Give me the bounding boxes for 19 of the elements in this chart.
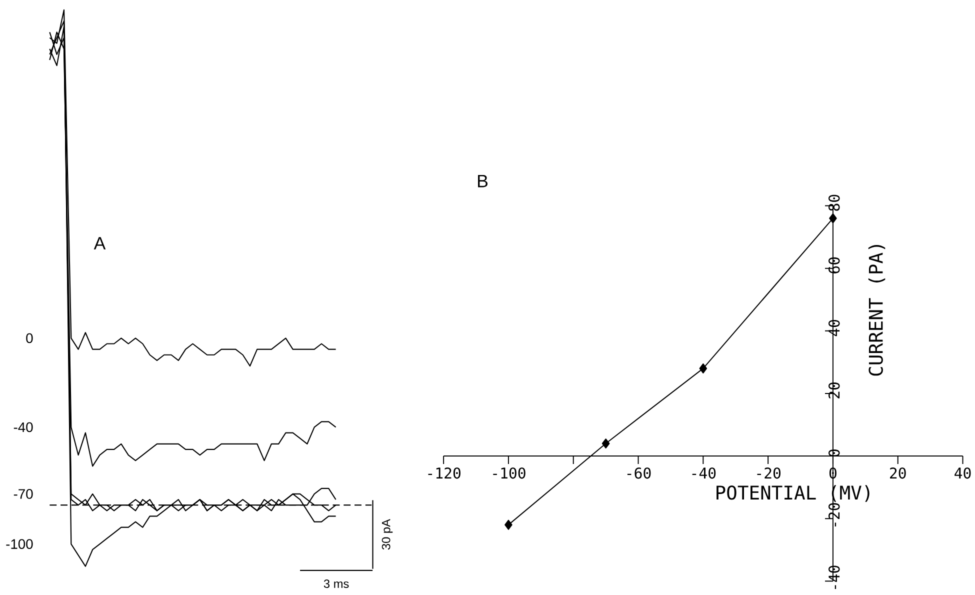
text: -40 <box>14 422 33 432</box>
x-tick-label: -120 <box>428 468 460 479</box>
text: 3 ms <box>324 580 349 588</box>
x-tick-label: -20 <box>757 468 780 479</box>
text: 0 <box>26 333 33 344</box>
text: 30 pA <box>382 519 393 550</box>
x-tick-label: 20 <box>890 468 906 479</box>
chart-title: B <box>478 175 488 188</box>
y-tick-label: -20 <box>828 503 840 526</box>
text: -70 <box>14 489 33 499</box>
text: A <box>94 237 106 250</box>
y-tick-label: -40 <box>828 566 840 590</box>
text: -100 <box>6 539 33 550</box>
y-axis-title: CURRENT (PA) <box>868 245 886 376</box>
y-tick-label: 80 <box>828 194 840 211</box>
x-tick-label: -100 <box>493 468 526 479</box>
x-tick-label: 40 <box>954 468 971 479</box>
x-tick-label: -40 <box>692 468 716 479</box>
x-tick-label: -60 <box>627 468 651 479</box>
